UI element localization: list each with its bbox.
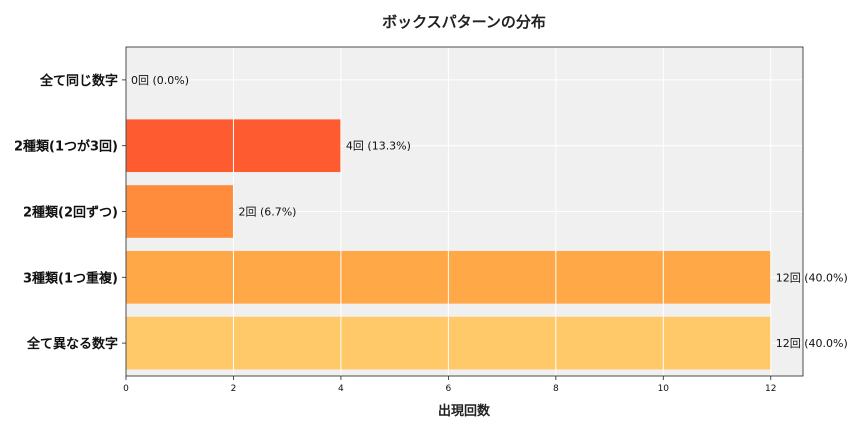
data-label: 0回 (0.0%) — [131, 74, 189, 87]
x-tick-label: 8 — [553, 384, 559, 394]
x-tick-label: 0 — [123, 384, 129, 394]
data-label: 4回 (13.3%) — [346, 140, 411, 153]
data-labels: 0回 (0.0%) 4回 (13.3%) 2回 (6.7%) 12回 (40.0%) 1… — [131, 74, 848, 350]
x-axis-label: 出現回数 — [438, 403, 491, 419]
data-label: 2回 (6.7%) — [238, 206, 296, 219]
x-axis-ticks: 0 2 4 6 8 10 12 — [123, 376, 776, 394]
x-tick-label: 6 — [446, 384, 452, 394]
x-tick-label: 4 — [338, 384, 344, 394]
x-tick-label: 2 — [231, 384, 237, 394]
bar — [126, 185, 234, 238]
category-label: 全て同じ数字 — [39, 73, 118, 89]
bars — [125, 47, 772, 376]
category-label: 2種類(2回ずつ) — [23, 205, 118, 221]
category-label: 3種類(1つ重複) — [23, 270, 118, 286]
data-label: 12回 (40.0%) — [776, 271, 848, 284]
category-labels: 全て同じ数字 2種類(1つが3回) 2種類(2回ずつ) 3種類(1つ重複) 全て異なる数… — [14, 73, 126, 352]
category-label: 2種類(1つが3回) — [14, 139, 118, 155]
x-tick-label: 10 — [658, 384, 670, 394]
data-label: 12回 (40.0%) — [776, 337, 848, 350]
x-tick-label: 12 — [765, 384, 776, 394]
chart-title: ボックスパターンの分布 — [382, 13, 546, 31]
category-label: 全て異なる数字 — [26, 336, 118, 352]
